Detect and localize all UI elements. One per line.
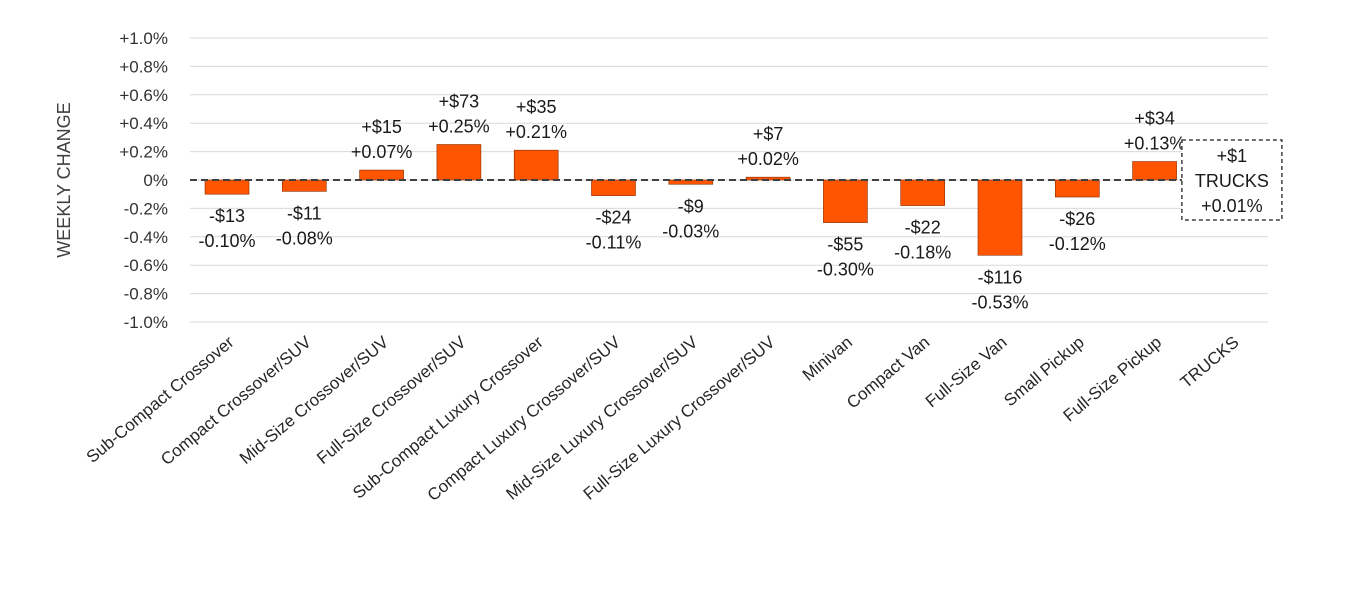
- y-tick-label: 0%: [143, 171, 168, 190]
- bar-dollar-label: -$13: [209, 206, 245, 226]
- bar-percent-label: +0.25%: [428, 117, 490, 137]
- bar-percent-label: -0.30%: [817, 260, 874, 280]
- bar: [436, 144, 482, 181]
- bar: [591, 179, 636, 196]
- bar-percent-label: -0.08%: [276, 228, 333, 248]
- bar-dollar-label: +$35: [516, 97, 557, 117]
- bar-dollar-label: -$26: [1059, 209, 1095, 229]
- bar: [359, 169, 404, 181]
- bar-percent-label: -0.03%: [662, 221, 719, 241]
- summary-percent-label: +0.01%: [1201, 196, 1263, 216]
- bar: [281, 179, 327, 192]
- bar-percent-label: -0.10%: [198, 231, 255, 251]
- bar: [823, 179, 868, 223]
- bar-percent-label: +0.07%: [351, 142, 413, 162]
- bar: [977, 179, 1023, 256]
- bar-percent-label: +0.21%: [505, 122, 567, 142]
- y-tick-label: +0.2%: [119, 143, 168, 162]
- summary-dollar-label: +$1: [1217, 146, 1248, 166]
- bar-percent-label: -0.12%: [1049, 234, 1106, 254]
- bar-dollar-label: +$7: [753, 124, 784, 144]
- x-category-label: Minivan: [799, 333, 856, 385]
- x-category-label: Full-Size Crossover/SUV: [313, 332, 470, 468]
- y-tick-label: -0.2%: [124, 199, 168, 218]
- y-tick-label: -0.4%: [124, 228, 168, 247]
- x-category-label: Mid-Size Crossover/SUV: [236, 332, 393, 468]
- x-category-label: Full-Size Van: [922, 333, 1011, 412]
- bars: [204, 144, 1177, 256]
- bar-percent-label: -0.53%: [971, 292, 1028, 312]
- bar-dollar-label: +$15: [361, 117, 402, 137]
- bar: [513, 149, 559, 181]
- bar-dollar-label: -$11: [287, 203, 322, 223]
- y-tick-label: -0.8%: [124, 285, 168, 304]
- bar-percent-label: -0.18%: [894, 243, 951, 263]
- bar: [204, 179, 250, 195]
- y-tick-label: +0.4%: [119, 114, 168, 133]
- bar-dollar-label: -$24: [595, 208, 631, 228]
- summary-category-label: TRUCKS: [1195, 171, 1269, 191]
- bar-dollar-label: -$22: [905, 218, 941, 238]
- summary-box-border: [1181, 139, 1283, 221]
- x-category-label: Compact Van: [843, 333, 933, 413]
- y-tick-label: -1.0%: [124, 313, 168, 332]
- trucks-summary-box: +$1 TRUCKS +0.01%: [1181, 139, 1283, 221]
- bar-percent-label: +0.13%: [1124, 134, 1186, 154]
- bar-dollar-label: -$55: [827, 235, 863, 255]
- data-labels: -$13 -0.10% -$11 -0.08% +$15 +0.07% +$73 +0.25%…: [198, 92, 1185, 313]
- x-category-label: Compact Crossover/SUV: [157, 332, 315, 469]
- y-tick-label: -0.6%: [124, 256, 168, 275]
- bar-percent-label: +0.02%: [737, 149, 799, 169]
- bar-dollar-label: +$34: [1134, 109, 1175, 129]
- bar-dollar-label: -$9: [678, 196, 704, 216]
- bar: [1055, 179, 1100, 198]
- bar-percent-label: -0.11%: [586, 233, 642, 253]
- y-tick-label: +1.0%: [119, 29, 168, 48]
- bar-dollar-label: +$73: [439, 92, 480, 112]
- bar: [900, 179, 946, 206]
- y-axis-ticks: +1.0% +0.8% +0.6% +0.4% +0.2% 0% -0.2% -0.4% -0.…: [119, 29, 168, 332]
- x-category-label: Sub-Compact Crossover: [83, 332, 238, 466]
- bar: [1132, 161, 1177, 181]
- x-category-label: TRUCKS: [1177, 333, 1243, 392]
- y-axis-label: WEEKLY CHANGE: [54, 102, 74, 257]
- y-tick-label: +0.8%: [119, 57, 168, 76]
- bar-dollar-label: -$116: [978, 267, 1023, 287]
- y-tick-label: +0.6%: [119, 86, 168, 105]
